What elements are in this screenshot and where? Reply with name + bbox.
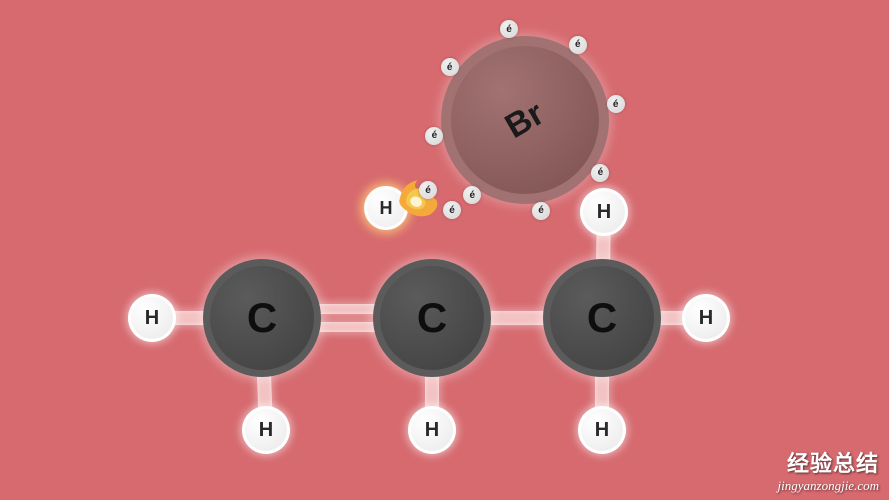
electron-br-0: é (607, 95, 625, 113)
electron-extra-0: é (419, 181, 437, 199)
atom-H_r1: H (580, 188, 628, 236)
atom-label-H_m: H (425, 419, 439, 442)
watermark-url: jingyanzongjie.com (778, 478, 879, 494)
electron-extra-1: é (443, 201, 461, 219)
atom-C3: C (543, 259, 661, 377)
electron-br-6: é (500, 20, 518, 38)
electron-br-3: é (463, 186, 481, 204)
electron-br-4: é (425, 127, 443, 145)
electron-br-1: é (591, 164, 609, 182)
watermark: 经验总结 jingyanzongjie.com (778, 446, 879, 494)
atom-label-H_l2: H (259, 419, 273, 442)
diagram-stage: CCCHHHHHHHBréééééééééé (0, 0, 889, 500)
electron-br-5: é (441, 58, 459, 76)
electron-br-2: é (532, 202, 550, 220)
atom-C2: C (373, 259, 491, 377)
atom-label-C2: C (417, 294, 447, 342)
atom-label-C1: C (247, 294, 277, 342)
atom-label-H_act: H (380, 198, 393, 219)
atom-H_l2: H (242, 406, 290, 454)
atom-label-H_l1: H (145, 307, 159, 330)
atom-label-H_r3: H (595, 419, 609, 442)
watermark-title: 经验总结 (778, 446, 879, 478)
atom-label-H_r2: H (699, 307, 713, 330)
atom-Br: Br (441, 36, 609, 204)
electron-br-7: é (569, 36, 587, 54)
atom-C1: C (203, 259, 321, 377)
atom-H_l1: H (128, 294, 176, 342)
atom-label-C3: C (587, 294, 617, 342)
atom-label-H_r1: H (597, 201, 611, 224)
atom-H_m: H (408, 406, 456, 454)
atom-H_r2: H (682, 294, 730, 342)
atom-H_r3: H (578, 406, 626, 454)
